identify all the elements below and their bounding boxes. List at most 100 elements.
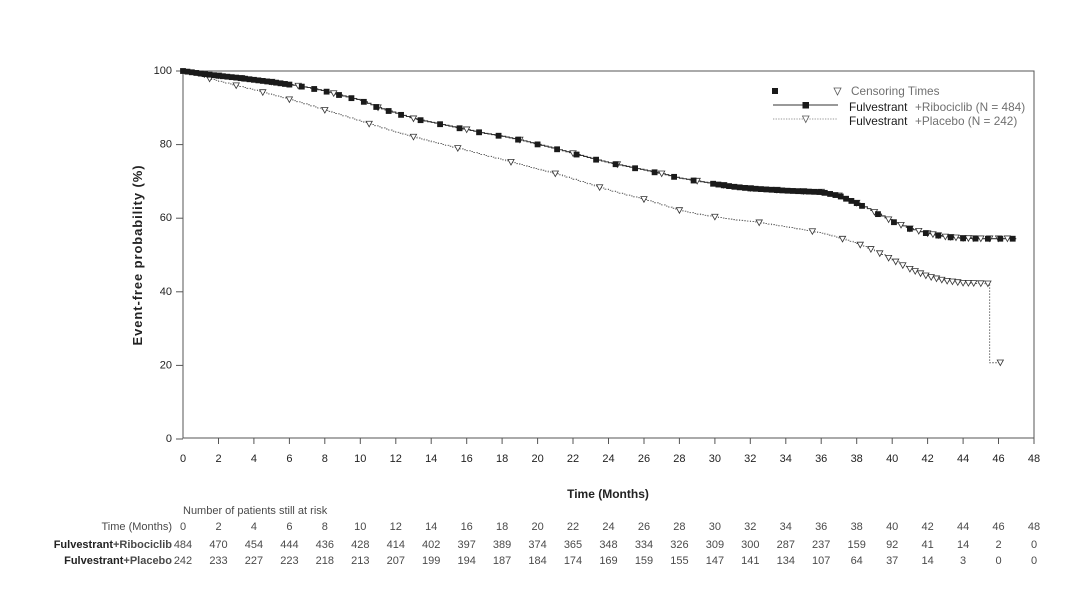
svg-text:8: 8 (322, 453, 328, 465)
svg-text:414: 414 (387, 539, 405, 551)
svg-text:+Placebo (N = 242): +Placebo (N = 242) (915, 114, 1017, 128)
svg-text:Fulvestrant+Ribociclib: Fulvestrant+Ribociclib (54, 539, 173, 551)
svg-text:28: 28 (673, 453, 685, 465)
svg-text:4: 4 (251, 453, 257, 465)
svg-text:92: 92 (886, 539, 898, 551)
svg-text:107: 107 (812, 555, 830, 567)
svg-text:32: 32 (744, 453, 756, 465)
svg-text:37: 37 (886, 555, 898, 567)
svg-text:174: 174 (564, 555, 582, 567)
svg-text:40: 40 (886, 521, 898, 533)
svg-text:24: 24 (602, 453, 614, 465)
svg-text:227: 227 (245, 555, 263, 567)
svg-text:Censoring Times: Censoring Times (851, 84, 940, 98)
svg-text:28: 28 (673, 521, 685, 533)
svg-text:0: 0 (166, 433, 172, 445)
svg-text:428: 428 (351, 539, 369, 551)
svg-text:218: 218 (316, 555, 334, 567)
svg-text:0: 0 (1031, 555, 1037, 567)
svg-text:20: 20 (160, 359, 172, 371)
svg-text:46: 46 (992, 453, 1004, 465)
svg-text:300: 300 (741, 539, 759, 551)
svg-text:2: 2 (215, 453, 221, 465)
svg-text:374: 374 (528, 539, 546, 551)
svg-text:Fulvestrant: Fulvestrant (849, 100, 908, 114)
svg-text:18: 18 (496, 521, 508, 533)
svg-text:30: 30 (709, 453, 721, 465)
svg-text:199: 199 (422, 555, 440, 567)
svg-text:41: 41 (921, 539, 933, 551)
svg-text:40: 40 (160, 286, 172, 298)
svg-text:155: 155 (670, 555, 688, 567)
svg-text:159: 159 (848, 539, 866, 551)
svg-text:6: 6 (286, 521, 292, 533)
svg-text:334: 334 (635, 539, 653, 551)
svg-text:169: 169 (599, 555, 617, 567)
svg-text:444: 444 (280, 539, 298, 551)
svg-text:10: 10 (354, 453, 366, 465)
svg-text:0: 0 (180, 521, 186, 533)
svg-text:237: 237 (812, 539, 830, 551)
svg-text:22: 22 (567, 453, 579, 465)
svg-text:14: 14 (921, 555, 933, 567)
svg-text:24: 24 (602, 521, 614, 533)
svg-text:42: 42 (921, 453, 933, 465)
svg-text:22: 22 (567, 521, 579, 533)
svg-text:287: 287 (777, 539, 795, 551)
svg-text:Fulvestrant: Fulvestrant (849, 114, 908, 128)
svg-text:436: 436 (316, 539, 334, 551)
svg-text:10: 10 (354, 521, 366, 533)
svg-text:454: 454 (245, 539, 263, 551)
svg-text:470: 470 (209, 539, 227, 551)
svg-text:36: 36 (815, 453, 827, 465)
svg-text:80: 80 (160, 139, 172, 151)
svg-text:2: 2 (215, 521, 221, 533)
svg-text:12: 12 (390, 453, 402, 465)
svg-text:159: 159 (635, 555, 653, 567)
svg-text:484: 484 (174, 539, 192, 551)
svg-text:32: 32 (744, 521, 756, 533)
svg-text:36: 36 (815, 521, 827, 533)
svg-text:402: 402 (422, 539, 440, 551)
svg-text:20: 20 (531, 521, 543, 533)
svg-text:38: 38 (851, 453, 863, 465)
svg-text:Time (Months): Time (Months) (102, 521, 173, 533)
svg-text:18: 18 (496, 453, 508, 465)
svg-text:326: 326 (670, 539, 688, 551)
svg-text:60: 60 (160, 212, 172, 224)
svg-text:223: 223 (280, 555, 298, 567)
svg-text:309: 309 (706, 539, 724, 551)
svg-text:233: 233 (209, 555, 227, 567)
svg-text:40: 40 (886, 453, 898, 465)
svg-text:16: 16 (461, 453, 473, 465)
svg-text:213: 213 (351, 555, 369, 567)
svg-text:141: 141 (741, 555, 759, 567)
svg-text:30: 30 (709, 521, 721, 533)
svg-text:Time (Months): Time (Months) (567, 487, 649, 501)
svg-text:14: 14 (425, 521, 437, 533)
svg-text:187: 187 (493, 555, 511, 567)
svg-text:34: 34 (780, 453, 792, 465)
svg-text:397: 397 (458, 539, 476, 551)
svg-text:134: 134 (777, 555, 795, 567)
svg-text:6: 6 (286, 453, 292, 465)
svg-text:16: 16 (461, 521, 473, 533)
svg-text:46: 46 (992, 521, 1004, 533)
svg-text:147: 147 (706, 555, 724, 567)
svg-text:2: 2 (995, 539, 1001, 551)
svg-text:44: 44 (957, 521, 969, 533)
svg-text:Event-free probability (%): Event-free probability (%) (130, 165, 145, 346)
svg-text:12: 12 (390, 521, 402, 533)
svg-text:44: 44 (957, 453, 969, 465)
svg-text:26: 26 (638, 453, 650, 465)
svg-text:184: 184 (528, 555, 546, 567)
svg-text:38: 38 (851, 521, 863, 533)
svg-text:0: 0 (1031, 539, 1037, 551)
svg-text:0: 0 (995, 555, 1001, 567)
svg-text:4: 4 (251, 521, 257, 533)
svg-text:20: 20 (531, 453, 543, 465)
svg-text:194: 194 (458, 555, 476, 567)
svg-text:14: 14 (425, 453, 437, 465)
svg-text:389: 389 (493, 539, 511, 551)
svg-text:14: 14 (957, 539, 969, 551)
